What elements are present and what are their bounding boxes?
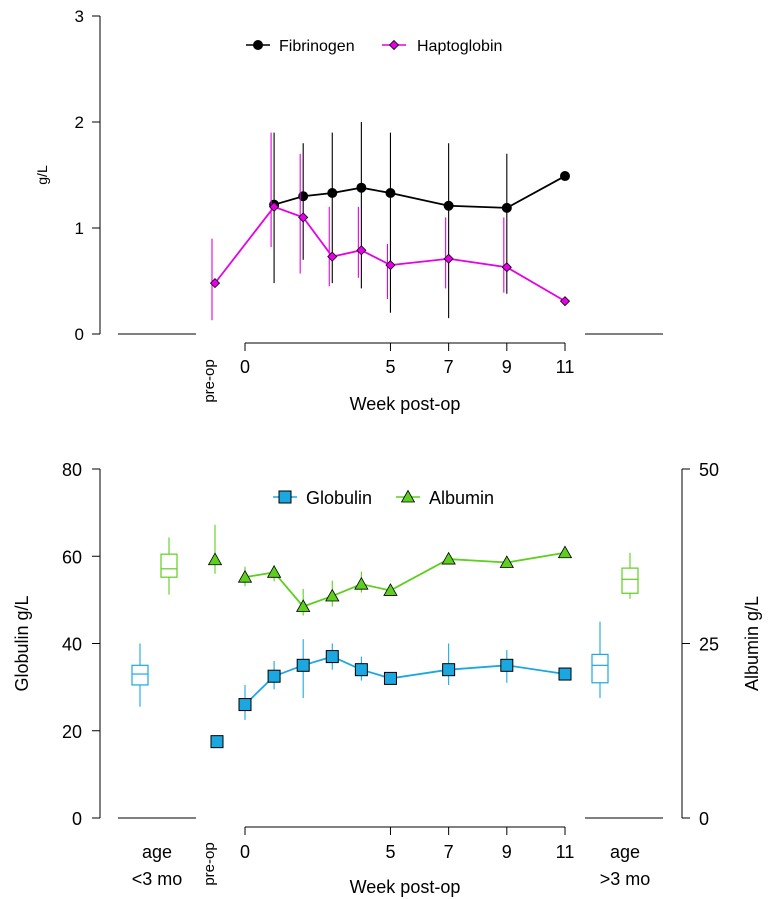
x-tick-label: 7 [444,842,454,862]
data-point [443,253,454,264]
x-tick-label: 0 [240,842,250,862]
x-axis-label: Week post-op [350,394,461,414]
legend: Globulin Albumin [273,488,494,508]
left-group-label-line1: age [142,842,172,862]
legend-label: Globulin [306,488,372,508]
y-tick-label: 60 [62,547,82,567]
boxplot-albumin [621,552,639,599]
legend-marker [278,490,292,504]
data-point [354,663,368,677]
data-point [325,588,340,602]
series-line [273,175,566,209]
y-tick-label: 1 [75,219,84,238]
x-tick-label: 7 [444,357,454,377]
data-point-preop [207,552,223,566]
y-tick-label: 20 [62,722,82,742]
data-point [501,202,512,213]
boxplot-box [131,664,149,686]
y-axis-label: Globulin g/L [12,595,32,691]
boxplot-box [591,653,609,684]
data-point [209,278,221,289]
y2-axis-label: Albumin g/L [742,596,762,691]
y-tick-label: 0 [72,809,82,829]
x-tick-label: 0 [240,357,250,377]
left-group-label-line2: <3 mo [132,869,183,889]
series-globulin [210,639,572,749]
y-tick-label: 0 [75,325,84,344]
data-point [327,188,338,199]
data-point [501,262,512,273]
data-point [356,245,367,256]
preop-label: pre-op [201,842,218,885]
x-tick-label: 11 [556,357,575,377]
series-line [244,655,566,706]
data-point [559,296,571,307]
y-axis-label: g/L [34,165,50,185]
x-tick-label: 9 [502,357,512,377]
legend-marker [253,40,263,50]
x-tick-label: 11 [556,842,575,862]
x-tick-label: 5 [385,842,395,862]
boxplot-box [621,567,639,594]
data-point-preop [210,735,224,749]
series-albumin [207,524,573,616]
data-point [296,658,310,672]
fibrinogen-haptoglobin-chart: 0 1 2 3 g/L 0 5 7 9 11 pre-op Week post-op Fibrinoge… [34,7,663,414]
boxplot-globulin [591,621,609,699]
y2-tick-label: 25 [699,635,719,655]
data-point [325,650,339,664]
data-point [327,251,338,262]
right-group-label-line2: >3 mo [600,869,651,889]
data-point [298,191,309,202]
data-point [560,171,570,182]
data-point [298,212,309,223]
legend-label: Haptoglobin [417,38,502,55]
legend: Fibrinogen Haptoglobin [246,38,502,55]
boxplot-albumin [160,537,178,595]
boxplot-box [160,553,178,578]
data-point [500,658,514,672]
data-point [442,663,456,677]
x-tick-label: 5 [385,357,395,377]
data-point [266,564,282,578]
y-tick-label: 2 [75,113,84,132]
x-tick-label: 9 [502,842,512,862]
data-point [383,583,398,596]
data-point [383,671,397,685]
right-group-label-line1: age [610,842,640,862]
data-point [238,698,252,712]
data-point [385,188,396,199]
legend-marker [388,39,400,51]
legend-label: Fibrinogen [279,38,355,55]
boxplot-globulin [131,643,149,707]
y2-tick-label: 0 [699,809,709,829]
y-tick-label: 80 [62,460,82,480]
globulin-albumin-chart: 0 20 40 60 80 Globulin g/L 0 25 50 Albumin g/L 0 5 7… [12,460,762,897]
series-fibrinogen [269,122,570,319]
data-point [385,260,396,271]
x-axis-label: Week post-op [350,877,461,897]
data-point [354,576,369,590]
data-point [356,182,367,193]
data-point [269,201,280,212]
series-haptoglobin [209,132,571,321]
data-point [499,555,515,568]
data-point [441,551,456,565]
series-line [244,551,566,608]
legend-marker [400,489,416,503]
y2-tick-label: 50 [699,460,719,480]
data-point [557,545,573,559]
data-point [558,667,572,681]
data-point [267,669,281,683]
y-tick-label: 40 [62,635,82,655]
data-point [237,569,253,583]
legend-label: Albumin [429,488,494,508]
data-point [295,599,311,612]
preop-label: pre-op [201,359,218,402]
y-tick-label: 3 [75,7,84,26]
data-point [443,200,454,211]
